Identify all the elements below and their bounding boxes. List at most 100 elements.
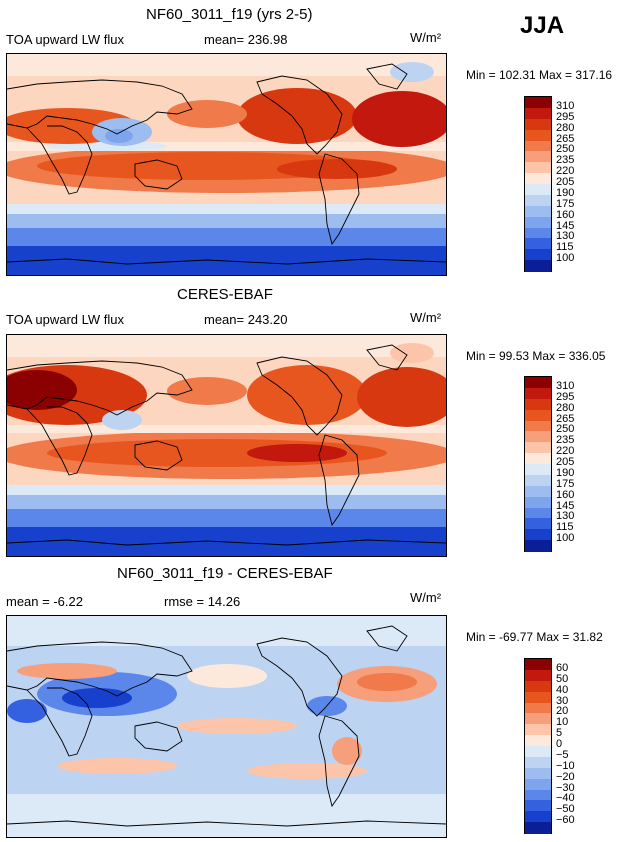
colorbar-segment <box>525 735 551 747</box>
colorbar-segment <box>525 194 551 207</box>
panel-2-map <box>6 334 447 557</box>
colorbar-segment <box>525 431 551 443</box>
season-label: JJA <box>520 12 565 39</box>
panel-2-colorbar <box>524 376 552 552</box>
panel-3-field <box>7 616 446 837</box>
colorbar-tick-label: 235 <box>556 154 575 167</box>
colorbar-tick-label: 265 <box>556 132 575 145</box>
panel-1-map <box>6 53 447 276</box>
colorbar-tick-label: 220 <box>556 165 575 178</box>
panel-1-minmax: Min = 102.31 Max = 317.16 <box>466 68 613 82</box>
colorbar-segment <box>525 151 551 163</box>
colorbar-tick-label: 100 <box>556 252 575 265</box>
colorbar-tick-label: 10 <box>556 716 569 729</box>
colorbar-segment <box>525 162 551 174</box>
colorbar-segment <box>525 387 551 400</box>
colorbar-segment <box>525 184 551 196</box>
panel-2-minmax: Min = 99.53 Max = 336.05 <box>466 349 606 363</box>
colorbar-segment <box>525 713 551 725</box>
colorbar-tick-label: 205 <box>556 456 575 468</box>
panel-1-title: NF60_3011_f19 (yrs 2-5) <box>146 6 313 23</box>
colorbar-tick-label: −5 <box>556 748 569 761</box>
colorbar-tick-label: 0 <box>556 738 563 750</box>
colorbar-tick-label: −40 <box>556 792 575 805</box>
colorbar-tick-label: 250 <box>556 143 575 156</box>
colorbar-segment <box>525 205 551 218</box>
panel-3-colorbar <box>524 658 552 834</box>
colorbar-tick-label: 190 <box>556 466 575 479</box>
colorbar-tick-label: 40 <box>556 683 569 696</box>
colorbar-segment <box>525 129 551 141</box>
colorbar-segment <box>525 767 551 780</box>
colorbar-segment <box>525 377 551 389</box>
colorbar-tick-label: 115 <box>556 521 574 534</box>
colorbar-segment <box>525 746 551 758</box>
colorbar-segment <box>525 453 551 465</box>
panel-3-map <box>6 615 447 838</box>
colorbar-segment <box>525 420 551 432</box>
colorbar-segment <box>525 409 551 421</box>
colorbar-segment <box>525 659 551 671</box>
colorbar-segment <box>525 702 551 714</box>
panel-2-field <box>7 335 446 556</box>
panel-2-title: CERES-EBAF <box>177 286 273 303</box>
colorbar-tick-label: −60 <box>556 814 575 827</box>
colorbar-segment <box>525 107 551 120</box>
panel-2-mean: mean= 243.20 <box>204 312 288 327</box>
colorbar-segment <box>525 496 551 508</box>
colorbar-tick-label: 115 <box>556 241 574 254</box>
colorbar-segment <box>525 724 551 736</box>
panel-1-variable-label: TOA upward LW flux <box>6 32 125 47</box>
colorbar-tick-label: 220 <box>556 445 575 458</box>
colorbar-segment <box>525 669 551 682</box>
colorbar-tick-label: 30 <box>556 694 569 707</box>
panel-2-variable-label: TOA upward LW flux <box>6 312 125 327</box>
colorbar-tick-label: 295 <box>556 110 575 123</box>
colorbar-tick-label: 250 <box>556 423 575 436</box>
panel-1-field <box>7 54 446 275</box>
colorbar-tick-label: 130 <box>556 510 575 523</box>
colorbar-segment <box>525 227 551 239</box>
colorbar-segment <box>525 507 551 519</box>
colorbar-tick-label: 145 <box>556 499 575 512</box>
colorbar-tick-label: 5 <box>556 727 563 740</box>
colorbar-segment <box>525 800 551 812</box>
panel-3-units: W/m² <box>410 590 442 605</box>
colorbar-tick-label: 205 <box>556 176 575 188</box>
colorbar-tick-label: 20 <box>556 705 569 718</box>
colorbar-tick-label: 60 <box>556 661 569 674</box>
colorbar-segment <box>525 778 551 790</box>
panel-1-units: W/m² <box>410 30 442 45</box>
colorbar-tick-label: 295 <box>556 390 575 403</box>
colorbar-segment <box>525 216 551 228</box>
colorbar-tick-label: 310 <box>556 99 575 112</box>
colorbar-tick-label: 100 <box>556 532 575 545</box>
panel-1-colorbar <box>524 96 552 272</box>
colorbar-tick-label: 175 <box>556 477 575 490</box>
colorbar-tick-label: 280 <box>556 121 575 134</box>
colorbar-segment <box>525 691 551 703</box>
colorbar-segment <box>525 540 551 552</box>
colorbar-segment <box>525 442 551 454</box>
colorbar-tick-label: −10 <box>556 759 575 772</box>
colorbar-tick-label: 50 <box>556 672 569 685</box>
panel-3-rmse: rmse = 14.26 <box>164 594 241 609</box>
colorbar-tick-label: 130 <box>556 230 575 243</box>
colorbar-segment <box>525 249 551 261</box>
panel-1-mean: mean= 236.98 <box>204 32 288 47</box>
panel-3-minmax: Min = -69.77 Max = 31.82 <box>466 630 603 644</box>
colorbar-segment <box>525 529 551 541</box>
colorbar-tick-label: 160 <box>556 488 575 501</box>
colorbar-tick-label: 160 <box>556 208 575 221</box>
colorbar-tick-label: 145 <box>556 219 575 232</box>
colorbar-segment <box>525 97 551 109</box>
colorbar-tick-label: −20 <box>556 770 575 783</box>
panel-3-mean: mean = -6.22 <box>6 594 83 609</box>
colorbar-segment <box>525 474 551 487</box>
colorbar-segment <box>525 260 551 272</box>
colorbar-segment <box>525 756 551 769</box>
colorbar-tick-label: 190 <box>556 186 575 199</box>
colorbar-segment <box>525 789 551 801</box>
colorbar-segment <box>525 398 551 411</box>
panel-3-title: NF60_3011_f19 - CERES-EBAF <box>117 565 333 582</box>
